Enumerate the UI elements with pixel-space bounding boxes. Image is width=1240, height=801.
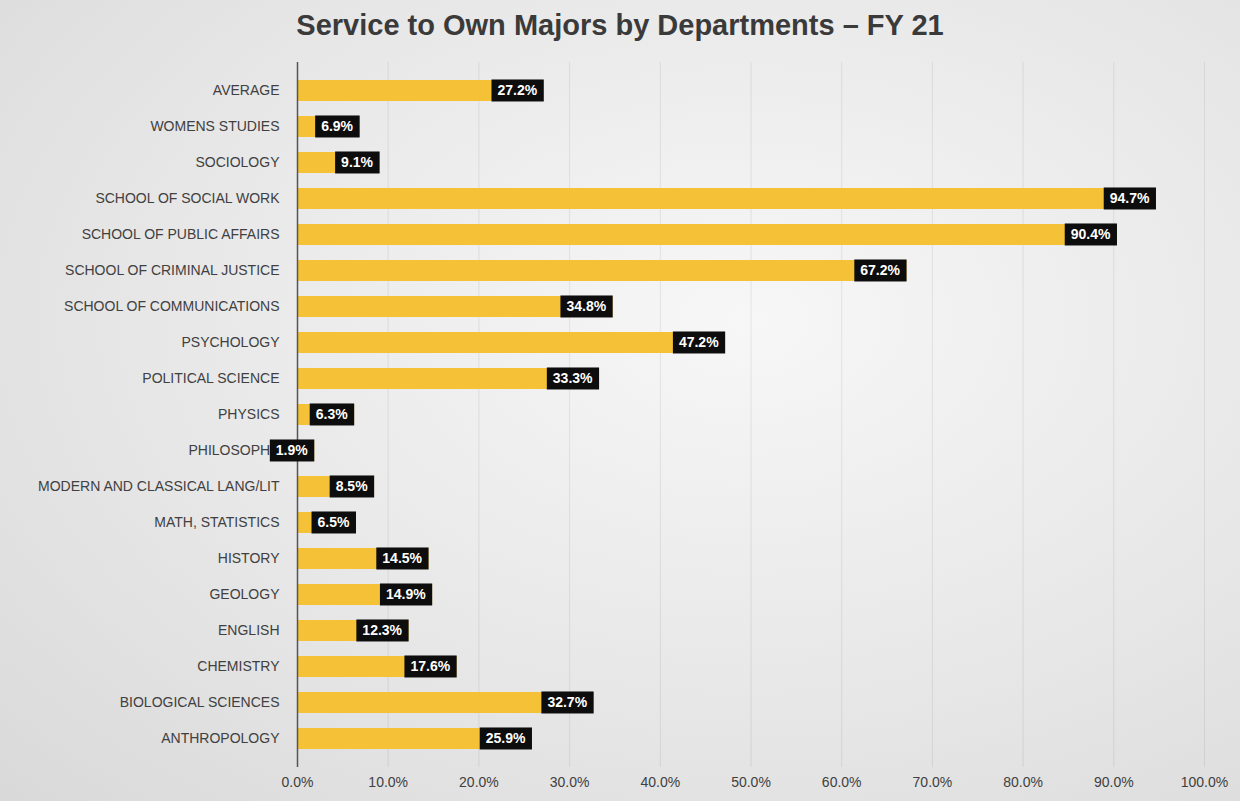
html-text:Service to Own Majors by Depar: Service to Own Majors by Departments – F…: [296, 9, 944, 41]
svg-text:100.0%: 100.0%: [1181, 774, 1228, 790]
svg-text:6.9%: 6.9%: [321, 118, 353, 134]
svg-text:14.5%: 14.5%: [382, 550, 422, 566]
svg-text:CHEMISTRY: CHEMISTRY: [197, 658, 280, 674]
svg-text:67.2%: 67.2%: [860, 262, 900, 278]
svg-text:ANTHROPOLOGY: ANTHROPOLOGY: [161, 730, 280, 746]
svg-text:1.9%: 1.9%: [276, 442, 308, 458]
svg-text:GEOLOGY: GEOLOGY: [209, 586, 280, 602]
svg-text:10.0%: 10.0%: [368, 774, 408, 790]
svg-text:6.3%: 6.3%: [316, 406, 348, 422]
svg-text:MODERN AND CLASSICAL LANG/LIT: MODERN AND CLASSICAL LANG/LIT: [38, 478, 280, 494]
svg-text:8.5%: 8.5%: [336, 478, 368, 494]
svg-text:60.0%: 60.0%: [822, 774, 862, 790]
svg-text:50.0%: 50.0%: [731, 774, 771, 790]
svg-text:AVERAGE: AVERAGE: [213, 82, 280, 98]
svg-text:PHYSICS: PHYSICS: [218, 406, 279, 422]
svg-text:6.5%: 6.5%: [318, 514, 350, 530]
svg-text:SCHOOL OF COMMUNICATIONS: SCHOOL OF COMMUNICATIONS: [64, 298, 279, 314]
svg-text:BIOLOGICAL SCIENCES: BIOLOGICAL SCIENCES: [120, 694, 280, 710]
svg-text:14.9%: 14.9%: [386, 586, 426, 602]
svg-text:33.3%: 33.3%: [553, 370, 593, 386]
svg-text:PHILOSOPHY: PHILOSOPHY: [188, 442, 280, 458]
svg-text:34.8%: 34.8%: [566, 298, 606, 314]
svg-text:70.0%: 70.0%: [913, 774, 953, 790]
svg-text:MATH, STATISTICS: MATH, STATISTICS: [154, 514, 279, 530]
svg-text:25.9%: 25.9%: [486, 730, 526, 746]
svg-text:32.7%: 32.7%: [547, 694, 587, 710]
svg-text:ENGLISH: ENGLISH: [218, 622, 279, 638]
svg-text:PSYCHOLOGY: PSYCHOLOGY: [181, 334, 280, 350]
svg-text:40.0%: 40.0%: [640, 774, 680, 790]
svg-text:90.0%: 90.0%: [1094, 774, 1134, 790]
svg-text:SCHOOL OF SOCIAL WORK: SCHOOL OF SOCIAL WORK: [95, 190, 280, 206]
svg-text:POLITICAL SCIENCE: POLITICAL SCIENCE: [142, 370, 279, 386]
svg-text:SCHOOL OF PUBLIC AFFAIRS: SCHOOL OF PUBLIC AFFAIRS: [82, 226, 280, 242]
svg-text:WOMENS STUDIES: WOMENS STUDIES: [150, 118, 279, 134]
svg-text:27.2%: 27.2%: [498, 82, 538, 98]
svg-text:12.3%: 12.3%: [362, 622, 402, 638]
svg-text:SOCIOLOGY: SOCIOLOGY: [195, 154, 280, 170]
svg-text:0.0%: 0.0%: [282, 774, 314, 790]
svg-text:80.0%: 80.0%: [1003, 774, 1043, 790]
svg-text:94.7%: 94.7%: [1110, 190, 1150, 206]
svg-text:30.0%: 30.0%: [550, 774, 590, 790]
svg-text:SCHOOL OF CRIMINAL JUSTICE: SCHOOL OF CRIMINAL JUSTICE: [65, 262, 279, 278]
svg-text:47.2%: 47.2%: [679, 334, 719, 350]
svg-text:20.0%: 20.0%: [459, 774, 499, 790]
svg-text:HISTORY: HISTORY: [218, 550, 280, 566]
svg-text:9.1%: 9.1%: [341, 154, 373, 170]
svg-text:17.6%: 17.6%: [410, 658, 450, 674]
svg-text:90.4%: 90.4%: [1071, 226, 1111, 242]
